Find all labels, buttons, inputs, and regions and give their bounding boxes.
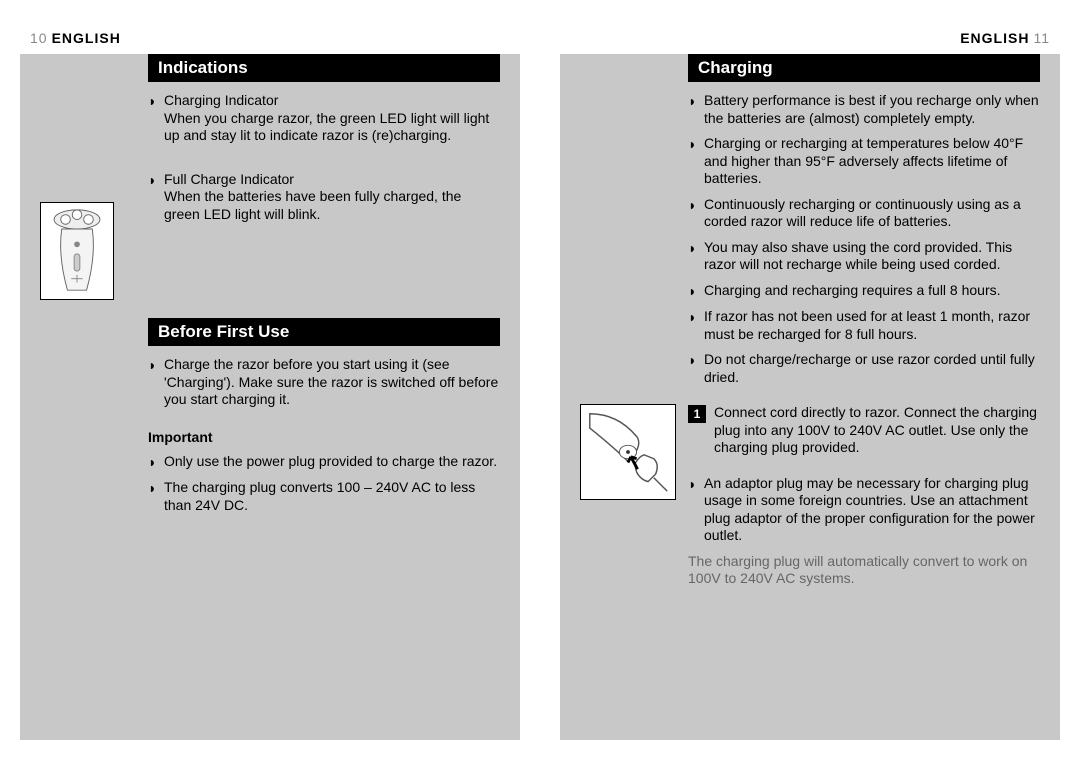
- bullet-text: Charging and recharging requires a full …: [704, 282, 1040, 301]
- list-item: ◗ Do not charge/recharge or use razor co…: [688, 351, 1040, 386]
- list-item: ◗ If razor has not been used for at leas…: [688, 308, 1040, 343]
- section-heading-charging: Charging: [688, 54, 1040, 82]
- page-header-left: 10 ENGLISH: [20, 30, 520, 54]
- bullet-icon: ◗: [148, 356, 164, 409]
- bullet-icon: ◗: [688, 351, 704, 386]
- charging-step-text: 1 Connect cord directly to razor. Connec…: [688, 404, 1040, 588]
- list-item: ◗ Only use the power plug provided to ch…: [148, 453, 500, 472]
- page-number: 10: [30, 30, 48, 46]
- list-item: ◗ You may also shave using the cord prov…: [688, 239, 1040, 274]
- thumb-column-empty: [40, 356, 140, 417]
- bullet-text: Battery performance is best if you recha…: [704, 92, 1040, 127]
- bullet-text: An adaptor plug may be necessary for cha…: [704, 475, 1040, 545]
- bullet-icon: ◗: [688, 475, 704, 545]
- bullet-text: Full Charge Indicator When the batteries…: [164, 171, 500, 224]
- page-language: ENGLISH: [960, 30, 1029, 46]
- thumb-column: [580, 404, 680, 588]
- charging-row-top: ◗ Battery performance is best if you rec…: [580, 92, 1040, 394]
- bullet-icon: ◗: [148, 171, 164, 224]
- bullet-text: Charge the razor before you start using …: [164, 356, 500, 409]
- list-item: ◗ An adaptor plug may be necessary for c…: [688, 475, 1040, 545]
- section-heading-indications: Indications: [148, 54, 500, 82]
- section-heading-before-first-use: Before First Use: [148, 318, 500, 346]
- charging-step-row: 1 Connect cord directly to razor. Connec…: [580, 404, 1040, 588]
- indications-row: ◗ Charging Indicator When you charge raz…: [40, 92, 500, 300]
- bullet-icon: ◗: [688, 135, 704, 188]
- page-header-right: ENGLISH 11: [560, 30, 1060, 54]
- step-number-box: 1: [688, 405, 706, 423]
- list-item: ◗ Continuously recharging or continuousl…: [688, 196, 1040, 231]
- subheading-important: Important: [148, 429, 500, 445]
- left-page: 10 ENGLISH Indications: [20, 30, 520, 740]
- important-text: ◗ Only use the power plug provided to ch…: [148, 453, 500, 523]
- bullet-text: You may also shave using the cord provid…: [704, 239, 1040, 274]
- list-item: ◗ Charging and recharging requires a ful…: [688, 282, 1040, 301]
- page-language: ENGLISH: [52, 30, 121, 46]
- list-item: ◗ Battery performance is best if you rec…: [688, 92, 1040, 127]
- list-item: ◗ Charge the razor before you start usin…: [148, 356, 500, 409]
- charging-note: The charging plug will automatically con…: [688, 553, 1040, 588]
- right-page: ENGLISH 11 Charging ◗ Battery performanc…: [560, 30, 1060, 740]
- numbered-step: 1 Connect cord directly to razor. Connec…: [688, 404, 1040, 457]
- bullet-icon: ◗: [148, 453, 164, 472]
- bullet-text: If razor has not been used for at least …: [704, 308, 1040, 343]
- right-panel: Charging ◗ Battery performance is best i…: [560, 54, 1060, 740]
- step-text: Connect cord directly to razor. Connect …: [714, 404, 1040, 457]
- bullet-icon: ◗: [148, 92, 164, 145]
- razor-plug-illustration: [580, 404, 676, 500]
- list-item: ◗ Charging or recharging at temperatures…: [688, 135, 1040, 188]
- page-number: 11: [1033, 30, 1050, 46]
- bullet-icon: ◗: [148, 479, 164, 514]
- left-panel: Indications: [20, 54, 520, 740]
- razor-front-illustration: [40, 202, 114, 300]
- bullet-icon: ◗: [688, 92, 704, 127]
- important-row: ◗ Only use the power plug provided to ch…: [40, 453, 500, 523]
- bullet-icon: ◗: [688, 308, 704, 343]
- bullet-icon: ◗: [688, 196, 704, 231]
- bullet-icon: ◗: [688, 239, 704, 274]
- bullet-icon: ◗: [688, 282, 704, 301]
- thumb-column-empty: [40, 453, 140, 523]
- before-row: ◗ Charge the razor before you start usin…: [40, 356, 500, 417]
- charging-text: ◗ Battery performance is best if you rec…: [688, 92, 1040, 394]
- bullet-text: Continuously recharging or continuously …: [704, 196, 1040, 231]
- bullet-text: Charging Indicator When you charge razor…: [164, 92, 500, 145]
- list-item: ◗ Full Charge Indicator When the batteri…: [148, 171, 500, 224]
- before-text: ◗ Charge the razor before you start usin…: [148, 356, 500, 417]
- list-item: ◗ Charging Indicator When you charge raz…: [148, 92, 500, 145]
- bullet-text: Charging or recharging at temperatures b…: [704, 135, 1040, 188]
- list-item: ◗ The charging plug converts 100 – 240V …: [148, 479, 500, 514]
- thumb-column: [40, 92, 140, 300]
- thumb-column-empty: [580, 92, 680, 394]
- bullet-text: Do not charge/recharge or use razor cord…: [704, 351, 1040, 386]
- bullet-text: The charging plug converts 100 – 240V AC…: [164, 479, 500, 514]
- indications-text: ◗ Charging Indicator When you charge raz…: [148, 92, 500, 300]
- bullet-text: Only use the power plug provided to char…: [164, 453, 500, 472]
